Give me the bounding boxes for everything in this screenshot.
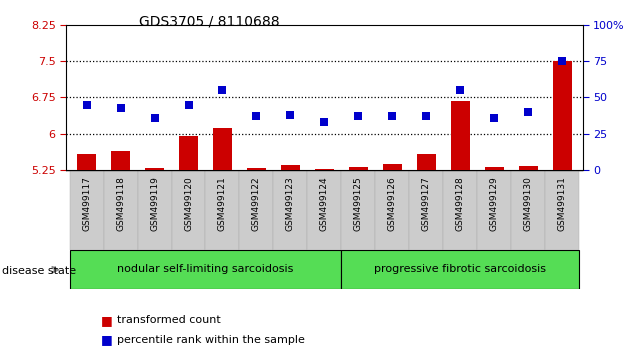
Text: GSM499128: GSM499128 — [456, 176, 465, 231]
Bar — [111, 150, 130, 170]
Text: percentile rank within the sample: percentile rank within the sample — [117, 335, 304, 345]
Bar — [69, 170, 103, 250]
Text: ■: ■ — [101, 314, 113, 327]
Text: GSM499120: GSM499120 — [184, 176, 193, 231]
Point — [115, 105, 125, 110]
Text: GDS3705 / 8110688: GDS3705 / 8110688 — [139, 14, 279, 28]
Bar — [485, 166, 504, 170]
Text: GSM499124: GSM499124 — [320, 176, 329, 231]
Text: GSM499125: GSM499125 — [354, 176, 363, 231]
Text: GSM499119: GSM499119 — [150, 176, 159, 231]
Text: ■: ■ — [101, 333, 113, 346]
Bar — [478, 170, 512, 250]
Bar — [341, 250, 580, 289]
Point — [285, 112, 295, 118]
Text: disease state: disease state — [2, 266, 76, 276]
Text: GSM499121: GSM499121 — [218, 176, 227, 231]
Point — [387, 113, 398, 119]
Bar — [307, 170, 341, 250]
Bar — [341, 170, 375, 250]
Point — [558, 58, 568, 64]
Text: nodular self-limiting sarcoidosis: nodular self-limiting sarcoidosis — [117, 264, 294, 274]
Text: GSM499129: GSM499129 — [490, 176, 499, 231]
Bar — [349, 166, 368, 170]
Text: GSM499123: GSM499123 — [286, 176, 295, 231]
Bar — [519, 166, 538, 170]
Bar — [546, 170, 580, 250]
Bar — [69, 250, 341, 289]
Point — [319, 119, 329, 125]
Bar — [103, 170, 137, 250]
Text: transformed count: transformed count — [117, 315, 220, 325]
Bar — [444, 170, 478, 250]
Point — [251, 113, 261, 119]
Point — [524, 109, 534, 115]
Bar — [451, 101, 470, 170]
Text: progressive fibrotic sarcoidosis: progressive fibrotic sarcoidosis — [374, 264, 546, 274]
Point — [455, 87, 466, 93]
Bar — [375, 170, 410, 250]
Point — [217, 87, 227, 93]
Text: GSM499122: GSM499122 — [252, 176, 261, 231]
Bar — [281, 165, 300, 170]
Bar — [213, 128, 232, 170]
Bar — [417, 154, 436, 170]
Text: GSM499118: GSM499118 — [116, 176, 125, 231]
Bar — [273, 170, 307, 250]
Point — [183, 102, 193, 108]
Bar — [179, 136, 198, 170]
Bar — [553, 61, 571, 170]
Text: GSM499126: GSM499126 — [388, 176, 397, 231]
Bar — [383, 164, 402, 170]
Bar — [145, 169, 164, 170]
Bar — [137, 170, 171, 250]
Text: GSM499130: GSM499130 — [524, 176, 533, 231]
Bar — [512, 170, 546, 250]
Bar — [77, 154, 96, 170]
Bar — [247, 167, 266, 170]
Point — [149, 115, 159, 120]
Point — [421, 113, 432, 119]
Point — [490, 115, 500, 120]
Bar — [239, 170, 273, 250]
Point — [353, 113, 364, 119]
Bar — [171, 170, 205, 250]
Bar — [205, 170, 239, 250]
Point — [81, 102, 91, 108]
Bar — [410, 170, 444, 250]
Text: GSM499127: GSM499127 — [422, 176, 431, 231]
Text: GSM499131: GSM499131 — [558, 176, 567, 231]
Text: GSM499117: GSM499117 — [82, 176, 91, 231]
